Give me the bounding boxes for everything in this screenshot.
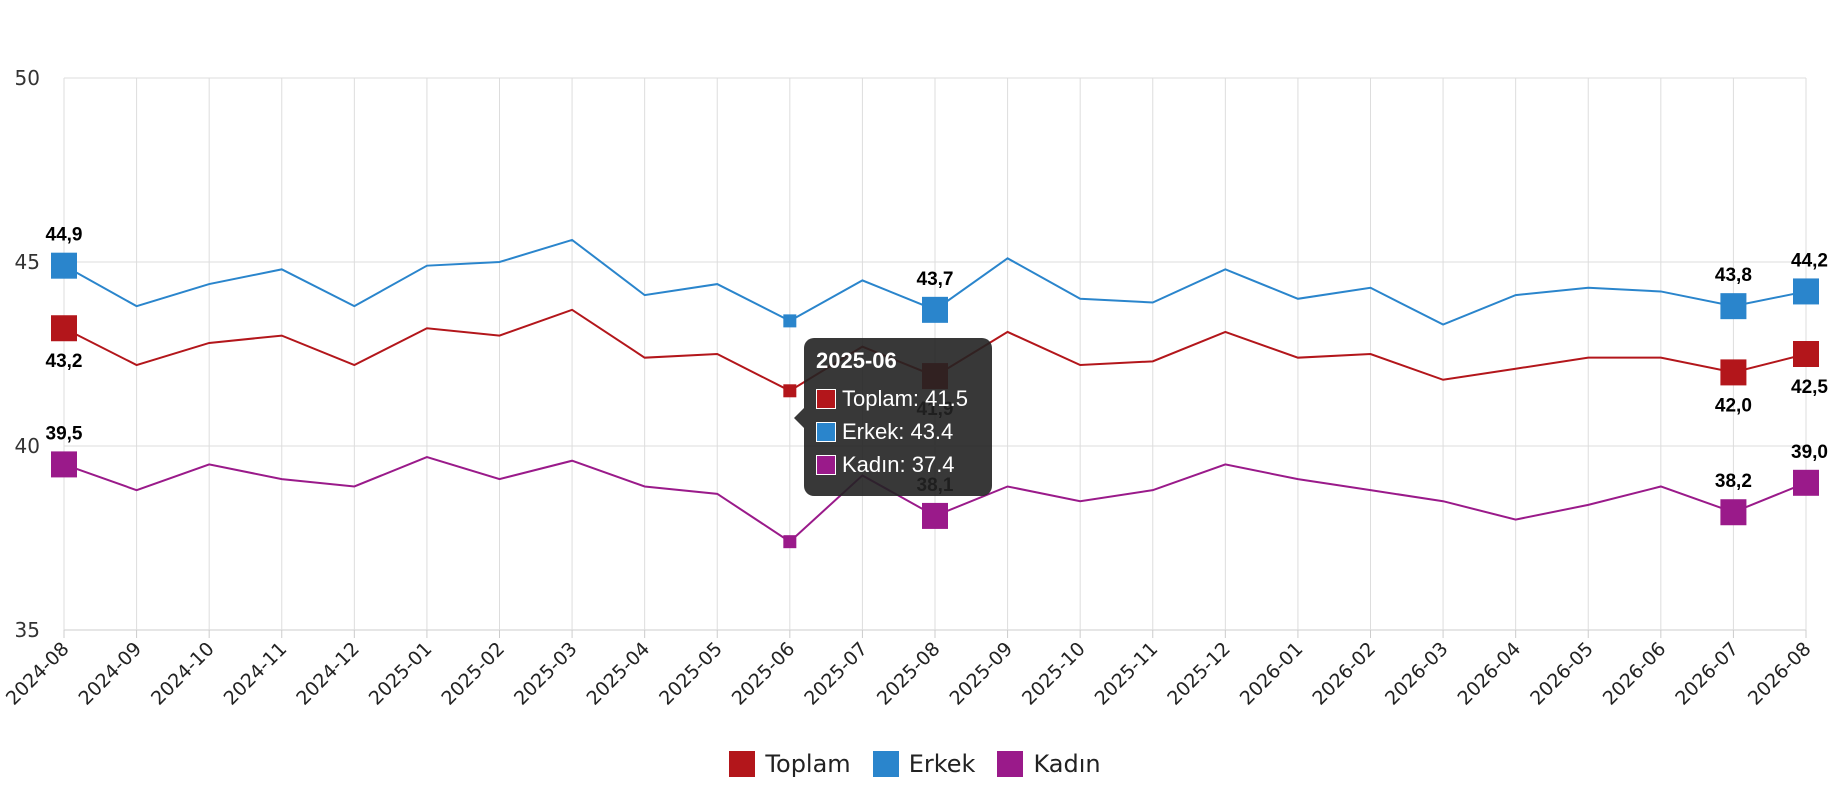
x-tick-label: 2025-06 xyxy=(728,638,800,710)
x-tick-label: 2024-08 xyxy=(2,638,74,710)
x-tick-label: 2026-04 xyxy=(1454,638,1526,710)
tooltip-label-kadin: Kadın: 37.4 xyxy=(842,451,955,477)
tooltip-label-toplam: Toplam: 41.5 xyxy=(842,385,968,411)
data-label: 39,5 xyxy=(46,423,83,444)
tooltip-swatch-erkek xyxy=(816,421,836,442)
legend-swatch-kadin xyxy=(997,751,1024,777)
tooltip-title: 2025-06 xyxy=(816,348,897,373)
legend-label-kadin: Kadın xyxy=(1033,750,1101,778)
data-point-marker[interactable] xyxy=(1720,499,1747,526)
x-tick-label: 2025-12 xyxy=(1163,638,1235,710)
data-label: 42,5 xyxy=(1791,377,1828,398)
data-label: 39,0 xyxy=(1791,442,1828,463)
x-tick-label: 2026-07 xyxy=(1671,638,1743,710)
legend-item-kadin[interactable]: Kadın xyxy=(997,750,1101,778)
data-point-marker[interactable] xyxy=(1793,278,1819,305)
hover-tooltip: 2025-06 Toplam: 41.5 Erkek: 43.4 Kadın: … xyxy=(794,338,992,496)
x-tick-label: 2025-02 xyxy=(437,638,509,710)
x-tick-label: 2025-09 xyxy=(945,638,1017,710)
tooltip-swatch-toplam xyxy=(816,388,836,409)
data-point-marker[interactable] xyxy=(922,296,948,323)
x-tick-label: 2026-02 xyxy=(1308,638,1380,710)
hovered-point-marker[interactable] xyxy=(783,314,797,328)
legend-label-toplam: Toplam xyxy=(765,750,851,778)
tooltip-swatch-kadin xyxy=(816,454,836,475)
x-tick-label: 2025-10 xyxy=(1018,638,1090,710)
x-tick-label: 2026-06 xyxy=(1599,638,1671,710)
x-axis-labels: 2024-08 2024-09 2024-10 2024-11 2024-12 2025-… xyxy=(2,638,1816,710)
legend-item-erkek[interactable]: Erkek xyxy=(872,750,976,778)
data-label: 43,2 xyxy=(46,351,83,372)
hovered-point-marker[interactable] xyxy=(783,384,797,398)
x-tick-label: 2026-03 xyxy=(1381,638,1453,710)
tooltip-row-toplam: Toplam: 41.5 xyxy=(816,382,980,415)
data-point-marker[interactable] xyxy=(1720,359,1747,386)
tooltip-row-erkek: Erkek: 43.4 xyxy=(816,415,980,448)
legend-swatch-erkek xyxy=(872,751,899,777)
y-tick-label: 35 xyxy=(15,618,40,642)
data-labels: 43,244,939,541,943,738,142,043,838,242,5… xyxy=(46,225,1829,496)
legend-item-toplam[interactable]: Toplam xyxy=(729,750,851,778)
data-label: 43,8 xyxy=(1715,265,1752,286)
data-point-marker[interactable] xyxy=(1793,469,1819,496)
data-label: 42,0 xyxy=(1715,395,1752,416)
legend-swatch-toplam xyxy=(729,751,756,777)
x-tick-label: 2026-08 xyxy=(1744,638,1816,710)
data-point-marker[interactable] xyxy=(51,315,77,342)
data-point-marker[interactable] xyxy=(51,252,77,279)
x-tick-label: 2025-11 xyxy=(1091,638,1163,710)
legend-label-erkek: Erkek xyxy=(908,750,976,778)
hovered-point-marker[interactable] xyxy=(783,535,797,549)
x-tick-label: 2025-03 xyxy=(510,638,582,710)
data-point-marker[interactable] xyxy=(51,451,77,478)
y-tick-label: 50 xyxy=(15,66,40,90)
data-label: 44,9 xyxy=(46,225,83,246)
x-tick-label: 2026-01 xyxy=(1236,638,1308,710)
data-label: 43,7 xyxy=(917,269,954,290)
x-tick-label: 2024-11 xyxy=(220,638,292,710)
tooltip-row-kadin: Kadın: 37.4 xyxy=(816,448,980,481)
y-axis-labels: 35 40 45 50 xyxy=(15,66,40,642)
x-tick-label: 2024-09 xyxy=(74,638,146,710)
x-tick-label: 2024-12 xyxy=(292,638,364,710)
x-tick-label: 2025-08 xyxy=(873,638,945,710)
data-point-marker[interactable] xyxy=(922,502,948,529)
x-tick-label: 2024-10 xyxy=(147,638,219,710)
x-tick-label: 2025-07 xyxy=(800,638,872,710)
x-tick-label: 2026-05 xyxy=(1526,638,1598,710)
data-point-marker[interactable] xyxy=(1720,293,1747,320)
data-label: 38,2 xyxy=(1715,471,1752,492)
y-tick-label: 45 xyxy=(15,250,40,274)
x-tick-label: 2025-05 xyxy=(655,638,727,710)
x-tick-label: 2025-01 xyxy=(365,638,437,710)
chart-legend: Toplam Erkek Kadın xyxy=(0,750,1830,778)
tooltip-label-erkek: Erkek: 43.4 xyxy=(842,418,954,444)
grid xyxy=(63,77,1807,638)
y-tick-label: 40 xyxy=(15,434,40,458)
data-point-marker[interactable] xyxy=(1793,341,1819,367)
x-tick-label: 2025-04 xyxy=(583,638,655,710)
data-label: 44,2 xyxy=(1791,250,1828,271)
